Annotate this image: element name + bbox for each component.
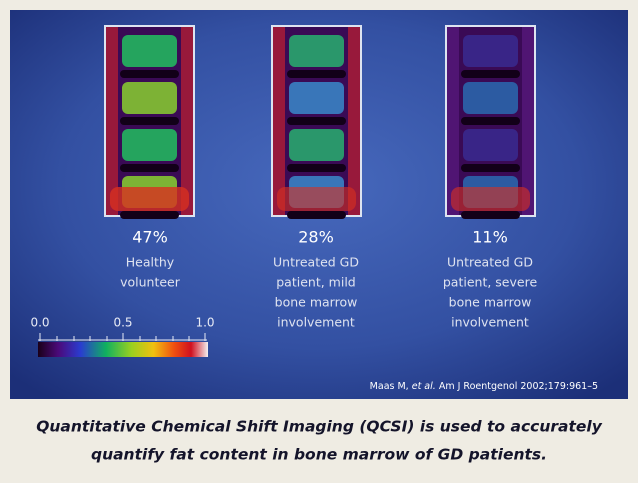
base: [451, 187, 530, 211]
colorbar-ticks: [38, 333, 207, 341]
edge-left: [106, 27, 118, 215]
colorbar-label: 0.0: [30, 316, 49, 330]
vertebra: [463, 129, 518, 161]
disc: [461, 70, 520, 78]
spine-image: [445, 25, 536, 219]
panel-label-line: bone marrow: [449, 295, 532, 310]
spine-image: [271, 25, 362, 219]
edge-right: [181, 27, 193, 215]
panel-percent: 11%: [472, 228, 508, 247]
panel-label-line: Untreated GD: [447, 255, 533, 270]
colorbar-label: 1.0: [195, 316, 214, 330]
disc: [461, 164, 520, 172]
vertebra: [289, 82, 344, 114]
disc: [120, 117, 179, 125]
panel-label-line: Untreated GD: [273, 255, 359, 270]
vertebra: [289, 35, 344, 67]
panel-label-line: Healthy: [126, 255, 175, 270]
disc: [287, 70, 346, 78]
citation-rest: Am J Roentgenol 2002;179:961–5: [436, 381, 598, 392]
colorbar: [38, 342, 208, 357]
vertebra: [122, 82, 177, 114]
spine-images: [104, 25, 536, 219]
panel-label-line: patient, severe: [443, 275, 538, 290]
panel-label-line: bone marrow: [275, 295, 358, 310]
citation-authors: Maas M,: [370, 381, 412, 392]
disc: [287, 164, 346, 172]
base: [110, 187, 189, 211]
panel-label-line: involvement: [451, 315, 529, 330]
disc: [120, 164, 179, 172]
vertebra: [122, 129, 177, 161]
base: [277, 187, 356, 211]
panel-texts: 47% Healthy volunteer 28% Untreated GD patien…: [120, 228, 537, 330]
disc: [461, 211, 520, 219]
panel-percent: 28%: [298, 228, 334, 247]
spine-image: [104, 25, 195, 219]
panel-label-line: involvement: [277, 315, 355, 330]
disc: [287, 211, 346, 219]
disc: [120, 70, 179, 78]
vertebra: [289, 129, 344, 161]
disc: [120, 211, 179, 219]
vertebra: [463, 35, 518, 67]
edge-left: [273, 27, 285, 215]
disc: [287, 117, 346, 125]
colorbar-label: 0.5: [113, 316, 132, 330]
edge-right: [522, 27, 534, 215]
citation-etal: et al.: [412, 381, 436, 392]
disc: [461, 117, 520, 125]
panel-label-line: volunteer: [120, 275, 181, 290]
edge-right: [348, 27, 360, 215]
edge-left: [447, 27, 459, 215]
panel-label-line: patient, mild: [276, 275, 356, 290]
vertebra: [122, 35, 177, 67]
citation: Maas M, et al. Am J Roentgenol 2002;179:…: [370, 381, 598, 392]
caption-line: quantify fat content in bone marrow of G…: [91, 446, 547, 464]
panel-percent: 47%: [132, 228, 168, 247]
caption-line: Quantitative Chemical Shift Imaging (QCS…: [36, 418, 603, 436]
vertebra: [463, 82, 518, 114]
